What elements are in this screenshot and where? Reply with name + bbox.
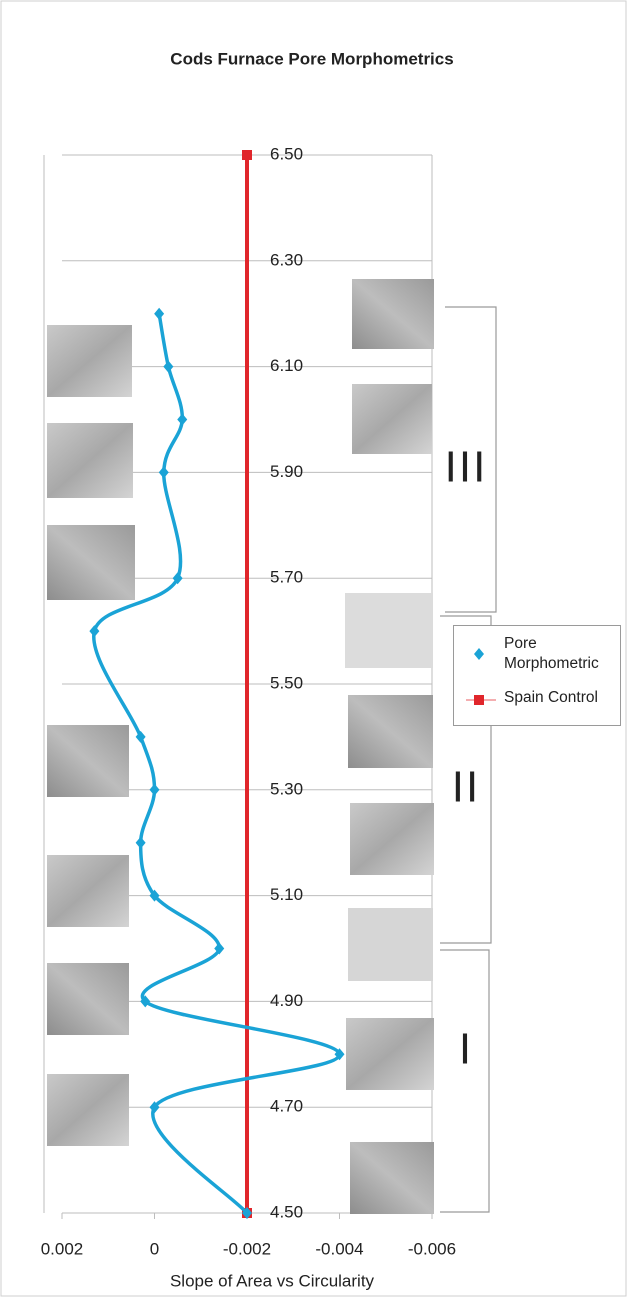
y-tick-label: 4.70 [270,1097,303,1116]
photo [47,963,129,1035]
bracket [440,950,489,1212]
marker [163,361,173,373]
y-tick-label: 5.50 [270,673,303,692]
marker [474,648,484,660]
micrographs [47,279,434,1214]
x-axis-label: Slope of Area vs Circularity [170,1271,375,1290]
marker [242,150,252,160]
legend-item: Spain Control [454,688,622,728]
x-tick-label: 0.002 [41,1239,84,1258]
photo [352,279,434,349]
photo [346,1018,434,1090]
photo [47,855,129,927]
x-tick-label: -0.004 [315,1239,363,1258]
photo [47,725,129,797]
group-label: II [452,763,480,812]
group-label: I [459,1025,473,1074]
y-tick-label: 4.90 [270,991,303,1010]
legend-symbol [464,634,500,674]
y-tick-label: 5.90 [270,462,303,481]
legend: Pore Morphometric Spain Control [453,625,621,726]
marker [136,837,146,849]
y-tick-label: 6.30 [270,250,303,269]
marker [159,466,169,478]
legend-item: Pore Morphometric [454,634,622,674]
marker [177,414,187,426]
photo [350,1142,434,1214]
y-tick-label: 5.30 [270,779,303,798]
photo [345,593,433,668]
legend-label: Pore Morphometric [504,634,616,674]
photo [47,423,133,498]
photo [348,908,433,981]
chart-title: Cods Furnace Pore Morphometrics [170,49,453,68]
legend-label: Spain Control [504,688,616,708]
photo [350,803,434,875]
y-tick-label: 5.70 [270,568,303,587]
x-tick-label: -0.002 [223,1239,271,1258]
x-tick-label: -0.006 [408,1239,456,1258]
x-tick-label: 0 [150,1239,159,1258]
legend-symbol [464,688,500,728]
marker [474,695,484,705]
photo [47,325,132,397]
y-tick-label: 6.50 [270,144,303,163]
y-tick-label: 5.10 [270,885,303,904]
group-label: III [445,443,488,492]
y-tick-label: 4.50 [270,1202,303,1221]
marker [150,784,160,796]
photo [352,384,432,454]
y-tick-label: 6.10 [270,356,303,375]
page: {"chart_data": {"type": "line", "title":… [0,0,627,1297]
marker [154,308,164,320]
photo [47,1074,129,1146]
photo [47,525,135,600]
photo [348,695,433,768]
